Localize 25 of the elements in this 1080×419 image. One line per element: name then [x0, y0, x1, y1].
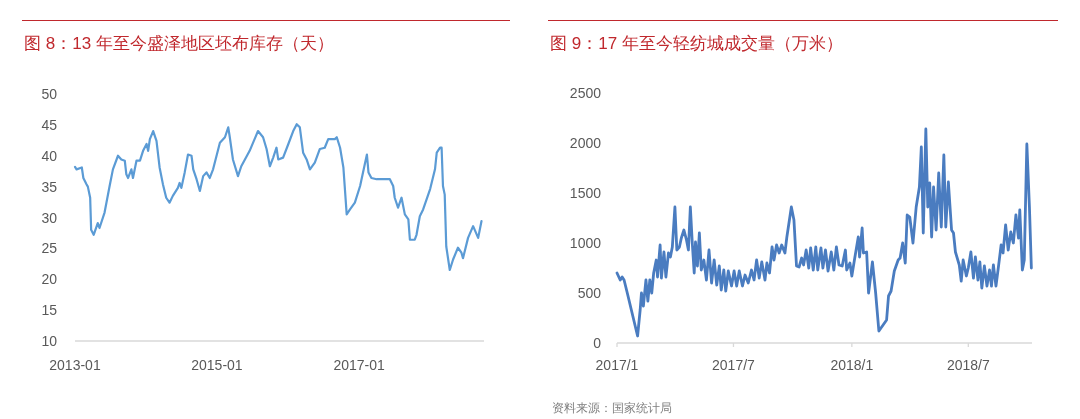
- ytick-label: 40: [41, 147, 57, 164]
- ytick-label: 500: [577, 285, 601, 301]
- ytick-label: 30: [41, 209, 57, 226]
- ytick-label: 50: [41, 86, 57, 102]
- ytick-label: 2500: [569, 85, 601, 101]
- xtick-label: 2017/7: [712, 357, 755, 373]
- ytick-label: 2000: [569, 135, 601, 151]
- ytick-label: 35: [41, 178, 57, 195]
- ytick-label: 1000: [569, 235, 601, 251]
- xtick-label: 2017-01: [333, 357, 385, 373]
- ytick-label: 20: [41, 271, 57, 288]
- xtick-label: 2013-01: [49, 357, 101, 373]
- xtick-label: 2015-01: [191, 357, 243, 373]
- ytick-label: 10: [41, 333, 57, 349]
- source-note: 资料来源：国家统计局: [552, 401, 672, 415]
- ytick-label: 1500: [569, 185, 601, 201]
- ytick-label: 25: [41, 240, 57, 257]
- ytick-label: 15: [41, 302, 57, 319]
- xtick-label: 2018/1: [830, 357, 874, 373]
- ytick-label: 0: [593, 335, 601, 351]
- ytick-label: 45: [41, 116, 57, 133]
- title: 图 8：13 年至今盛泽地区坯布库存（天）: [24, 34, 334, 53]
- xtick-label: 2017/1: [595, 357, 639, 373]
- title: 图 9：17 年至今轻纺城成交量（万米）: [550, 34, 843, 53]
- xtick-label: 2018/7: [946, 357, 990, 373]
